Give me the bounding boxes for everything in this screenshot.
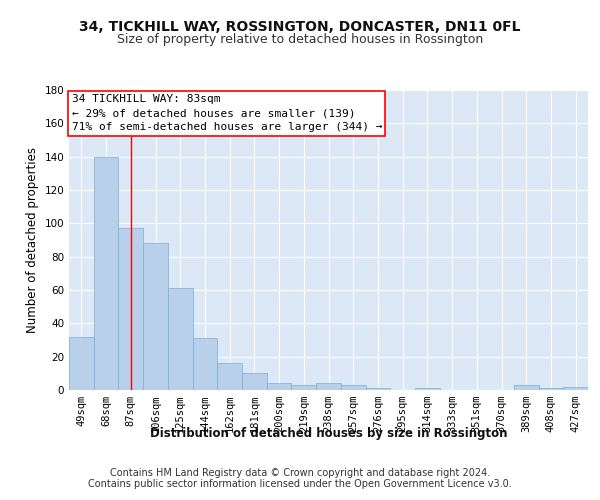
Bar	[242, 374, 267, 390]
Bar	[69, 336, 94, 390]
Text: Contains HM Land Registry data © Crown copyright and database right 2024.: Contains HM Land Registry data © Crown c…	[110, 468, 490, 477]
Bar	[539, 388, 563, 390]
Bar	[118, 228, 143, 390]
Bar	[365, 388, 390, 390]
Bar	[563, 386, 588, 390]
Bar	[168, 288, 193, 390]
Bar	[415, 388, 440, 390]
Bar	[316, 384, 341, 390]
Bar	[143, 244, 168, 390]
Bar	[94, 156, 118, 390]
Bar	[514, 385, 539, 390]
Text: Distribution of detached houses by size in Rossington: Distribution of detached houses by size …	[150, 428, 508, 440]
Text: 34, TICKHILL WAY, ROSSINGTON, DONCASTER, DN11 0FL: 34, TICKHILL WAY, ROSSINGTON, DONCASTER,…	[79, 20, 521, 34]
Bar	[341, 385, 365, 390]
Bar	[292, 385, 316, 390]
Y-axis label: Number of detached properties: Number of detached properties	[26, 147, 39, 333]
Bar	[217, 364, 242, 390]
Bar	[193, 338, 217, 390]
Text: Size of property relative to detached houses in Rossington: Size of property relative to detached ho…	[117, 32, 483, 46]
Bar	[267, 384, 292, 390]
Text: 34 TICKHILL WAY: 83sqm
← 29% of detached houses are smaller (139)
71% of semi-de: 34 TICKHILL WAY: 83sqm ← 29% of detached…	[71, 94, 382, 132]
Text: Contains public sector information licensed under the Open Government Licence v3: Contains public sector information licen…	[88, 479, 512, 489]
